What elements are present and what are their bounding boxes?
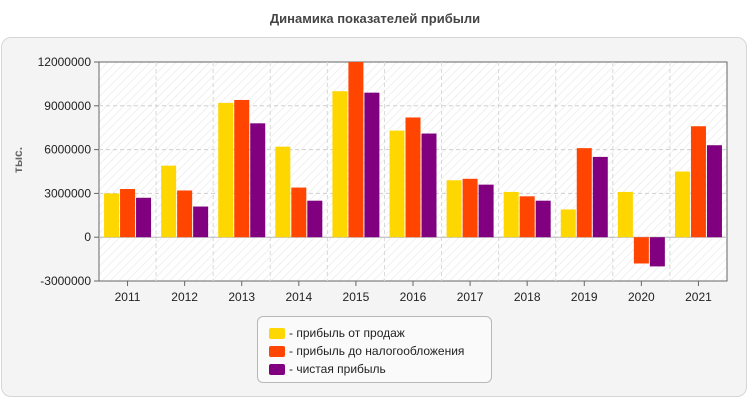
bar — [649, 237, 665, 267]
x-tick-label: 2015 — [343, 290, 370, 304]
bar — [503, 191, 519, 238]
y-tick-label: 3000000 — [44, 186, 91, 200]
bar — [332, 91, 348, 238]
chart-title: Динамика показателей прибыли — [269, 11, 481, 26]
bar — [307, 200, 323, 238]
bar — [421, 133, 437, 238]
y-axis-ticks: 12000000 9000000 6000000 3000000 0 -3000000 — [38, 55, 99, 288]
bar — [104, 193, 120, 238]
bar — [446, 180, 462, 238]
bar — [478, 184, 494, 238]
legend-swatch — [269, 345, 285, 357]
x-axis-ticks: 2011 2012 2013 2014 2015 2016 2017 2018 2019 2020… — [115, 281, 712, 304]
x-tick-label: 2012 — [171, 290, 198, 304]
legend-item-net-profit: - чистая прибыль — [269, 360, 491, 378]
x-tick-label: 2016 — [400, 290, 427, 304]
bar — [348, 62, 364, 238]
bar — [136, 197, 152, 238]
x-tick-label: 2017 — [457, 290, 484, 304]
bar — [405, 117, 421, 238]
legend-item-sales-profit: - прибыль от продаж — [269, 324, 491, 342]
bar — [389, 130, 405, 238]
y-tick-label: 9000000 — [44, 99, 91, 113]
bar — [576, 148, 592, 238]
y-axis-label: тыс. — [11, 147, 25, 173]
bar — [674, 171, 690, 238]
legend-swatch — [269, 363, 285, 375]
y-tick-label: -3000000 — [40, 274, 91, 288]
legend-label: - прибыль от продаж — [289, 326, 405, 340]
bars — [104, 62, 722, 267]
bar — [193, 206, 209, 238]
bar — [462, 178, 478, 238]
bar — [617, 191, 633, 238]
bar — [250, 123, 266, 238]
y-tick-label: 0 — [84, 230, 91, 244]
bar — [275, 146, 291, 238]
legend-label: - чистая прибыль — [289, 362, 386, 376]
legend-swatch — [269, 327, 285, 339]
bar — [120, 189, 136, 238]
bar — [364, 92, 380, 238]
bar — [177, 190, 193, 238]
legend-label: - прибыль до налогообложения — [289, 344, 465, 358]
legend-item-pretax-profit: - прибыль до налогообложения — [269, 342, 491, 360]
bar — [291, 187, 307, 238]
x-tick-label: 2014 — [285, 290, 312, 304]
x-tick-label: 2019 — [571, 290, 598, 304]
bar — [592, 156, 608, 238]
x-tick-label: 2020 — [628, 290, 655, 304]
bar — [560, 209, 576, 238]
x-tick-label: 2018 — [514, 290, 541, 304]
y-tick-label: 12000000 — [38, 55, 92, 69]
bar — [161, 165, 177, 238]
bar — [690, 126, 706, 238]
x-tick-label: 2011 — [115, 290, 141, 304]
bar — [218, 102, 234, 238]
bar — [535, 200, 551, 238]
legend: - прибыль от продаж - прибыль до налогоо… — [257, 316, 492, 383]
bar — [234, 99, 250, 238]
y-tick-label: 6000000 — [44, 143, 91, 157]
x-tick-label: 2021 — [685, 290, 712, 304]
x-tick-label: 2013 — [228, 290, 255, 304]
bar — [706, 145, 722, 238]
bar — [519, 196, 535, 238]
bar — [633, 237, 649, 264]
